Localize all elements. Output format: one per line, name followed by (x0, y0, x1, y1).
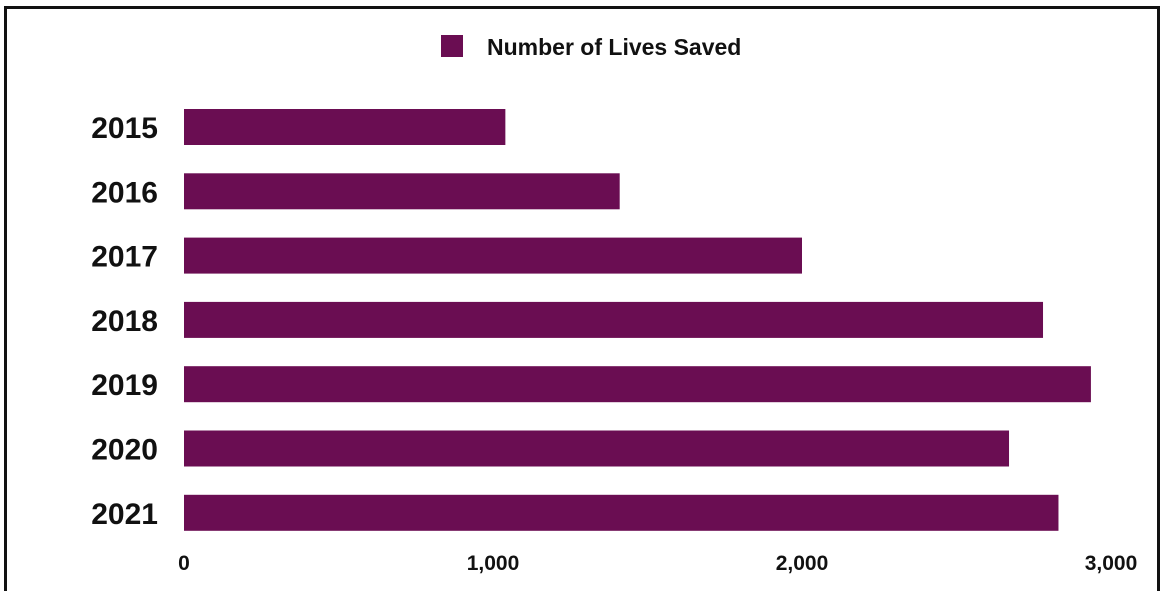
legend: Number of Lives Saved (441, 34, 741, 60)
legend-swatch (441, 35, 463, 57)
bar-2017 (184, 237, 802, 274)
x-tick-labels: 0 1,000 2,000 3,000 (178, 552, 1137, 575)
category-label-2015: 2015 (91, 112, 158, 145)
x-tick-label-2: 2,000 (776, 552, 829, 575)
x-tick-label-1: 1,000 (467, 552, 520, 575)
chart-frame (4, 6, 1160, 591)
category-label-2016: 2016 (91, 176, 158, 209)
x-tick-label-0: 0 (178, 552, 190, 575)
category-label-2019: 2019 (91, 369, 158, 402)
bar-2016 (184, 173, 620, 210)
bar-2021 (184, 494, 1059, 531)
bars-group (184, 109, 1091, 531)
bar-2015 (184, 109, 506, 145)
category-label-2018: 2018 (91, 305, 158, 338)
legend-label-series: Number of Lives Saved (487, 34, 741, 60)
bar-2020 (184, 430, 1010, 467)
category-labels: 2015 2016 2017 2018 2019 2020 2021 (91, 112, 158, 531)
category-label-2021: 2021 (91, 498, 158, 531)
bar-2018 (184, 301, 1044, 338)
x-tick-label-3: 3,000 (1085, 552, 1138, 575)
category-label-2017: 2017 (91, 241, 158, 274)
bar-2019 (184, 366, 1091, 403)
category-label-2020: 2020 (91, 434, 158, 467)
